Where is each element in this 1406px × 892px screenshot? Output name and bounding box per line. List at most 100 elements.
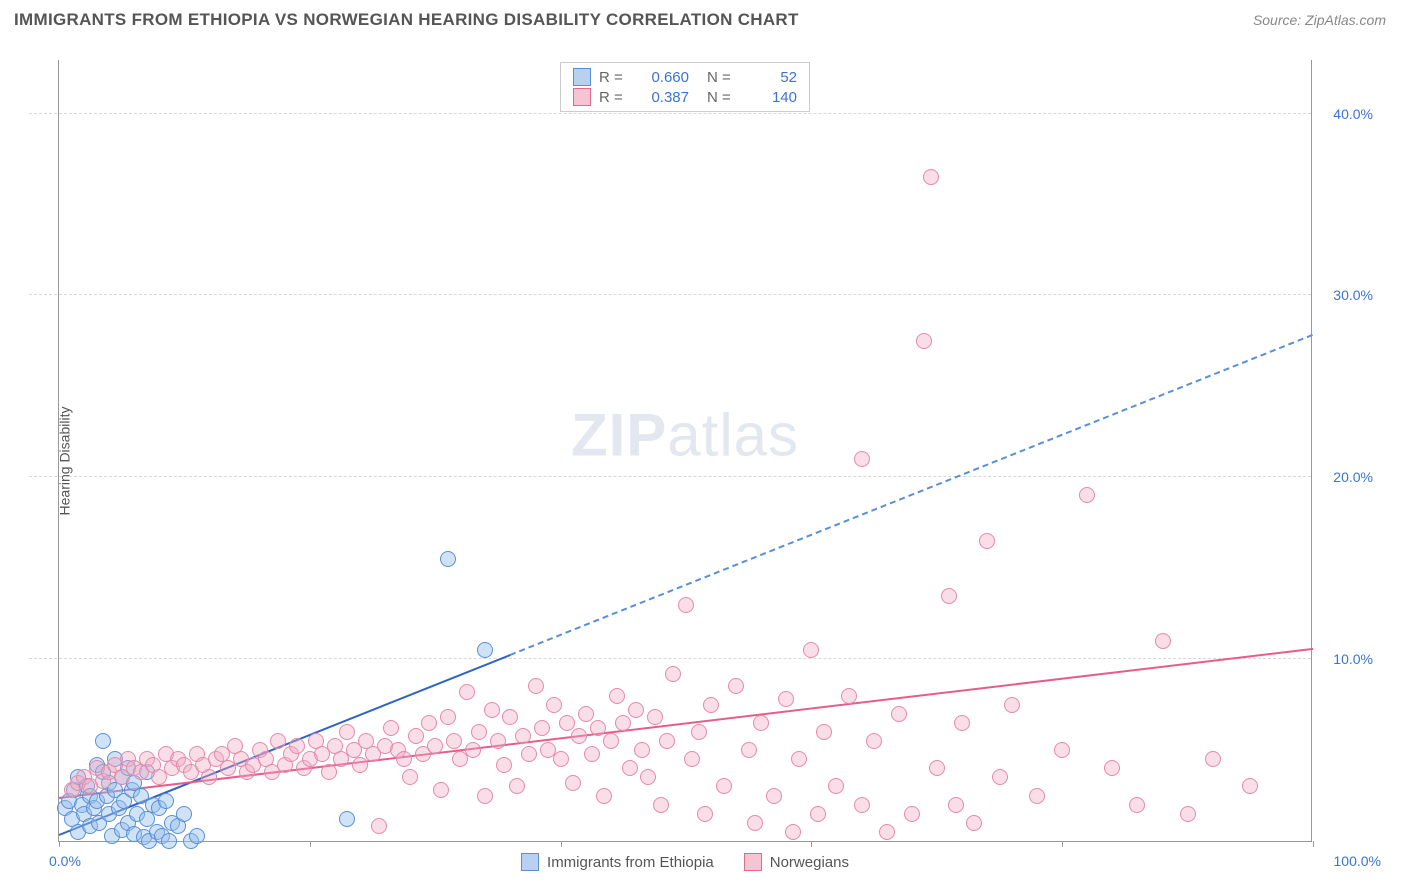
data-point [816, 724, 832, 740]
legend-item: Norwegians [744, 853, 849, 871]
data-point [546, 697, 562, 713]
chart-area: Hearing Disability ZIPatlas R =0.660N =5… [14, 40, 1392, 882]
data-point [289, 738, 305, 754]
trendline [510, 334, 1313, 656]
correlation-legend: R = 0.660 N = 52R =0.387N =140 [560, 62, 810, 112]
data-point [609, 688, 625, 704]
data-point [161, 833, 177, 849]
data-point [1029, 788, 1045, 804]
data-point [584, 746, 600, 762]
legend-swatch [521, 853, 539, 871]
data-point [321, 764, 337, 780]
r-label: R = [599, 69, 629, 86]
data-point [477, 642, 493, 658]
data-point [270, 733, 286, 749]
legend-swatch [744, 853, 762, 871]
y-tick-label: 20.0% [1333, 469, 1373, 485]
x-axis-max-label: 100.0% [1334, 853, 1381, 869]
data-point [1180, 806, 1196, 822]
data-point [471, 724, 487, 740]
legend-label: Immigrants from Ethiopia [547, 854, 714, 871]
x-tick [811, 841, 812, 847]
n-label: N = [707, 69, 737, 86]
data-point [534, 720, 550, 736]
data-point [992, 769, 1008, 785]
legend-label: Norwegians [770, 854, 849, 871]
data-point [854, 797, 870, 813]
data-point [716, 778, 732, 794]
data-point [665, 666, 681, 682]
legend-swatch [573, 88, 591, 106]
chart-title: IMMIGRANTS FROM ETHIOPIA VS NORWEGIAN HE… [14, 10, 799, 30]
x-axis-min-label: 0.0% [49, 853, 81, 869]
legend-item: Immigrants from Ethiopia [521, 853, 714, 871]
data-point [879, 824, 895, 840]
data-point [691, 724, 707, 740]
data-point [941, 588, 957, 604]
data-point [521, 746, 537, 762]
plot-region: ZIPatlas R =0.660N =52R =0.387N =140 0.0… [58, 60, 1312, 842]
data-point [929, 760, 945, 776]
y-tick-label: 30.0% [1333, 287, 1373, 303]
watermark: ZIPatlas [571, 400, 799, 469]
data-point [966, 815, 982, 831]
data-point [766, 788, 782, 804]
watermark-rest: atlas [667, 401, 799, 468]
data-point [854, 451, 870, 467]
n-value: 52 [745, 69, 797, 86]
x-tick [310, 841, 311, 847]
data-point [1242, 778, 1258, 794]
source-credit: Source: ZipAtlas.com [1253, 12, 1386, 28]
data-point [916, 333, 932, 349]
data-point [678, 597, 694, 613]
data-point [396, 751, 412, 767]
data-point [440, 709, 456, 725]
x-tick [1062, 841, 1063, 847]
data-point [640, 769, 656, 785]
r-value: 0.660 [637, 69, 689, 86]
data-point [528, 678, 544, 694]
data-point [408, 728, 424, 744]
data-point [728, 678, 744, 694]
data-point [440, 551, 456, 567]
data-point [515, 728, 531, 744]
data-point [559, 715, 575, 731]
data-point [603, 733, 619, 749]
y-tick-label: 10.0% [1333, 651, 1373, 667]
data-point [785, 824, 801, 840]
data-point [95, 733, 111, 749]
data-point [1079, 487, 1095, 503]
data-point [954, 715, 970, 731]
data-point [1004, 697, 1020, 713]
data-point [979, 533, 995, 549]
data-point [622, 760, 638, 776]
x-tick [1313, 841, 1314, 847]
data-point [904, 806, 920, 822]
data-point [697, 806, 713, 822]
data-point [1205, 751, 1221, 767]
data-point [189, 828, 205, 844]
data-point [1155, 633, 1171, 649]
data-point [747, 815, 763, 831]
data-point [596, 788, 612, 804]
data-point [778, 691, 794, 707]
data-point [158, 793, 174, 809]
data-point [1104, 760, 1120, 776]
data-point [496, 757, 512, 773]
data-point [828, 778, 844, 794]
data-point [502, 709, 518, 725]
data-point [446, 733, 462, 749]
data-point [948, 797, 964, 813]
data-point [615, 715, 631, 731]
data-point [753, 715, 769, 731]
data-point [553, 751, 569, 767]
data-point [1054, 742, 1070, 758]
n-label: N = [707, 89, 737, 106]
watermark-bold: ZIP [571, 401, 667, 468]
x-tick [561, 841, 562, 847]
data-point [421, 715, 437, 731]
data-point [803, 642, 819, 658]
data-point [578, 706, 594, 722]
data-point [509, 778, 525, 794]
legend-row: R =0.387N =140 [573, 87, 797, 107]
